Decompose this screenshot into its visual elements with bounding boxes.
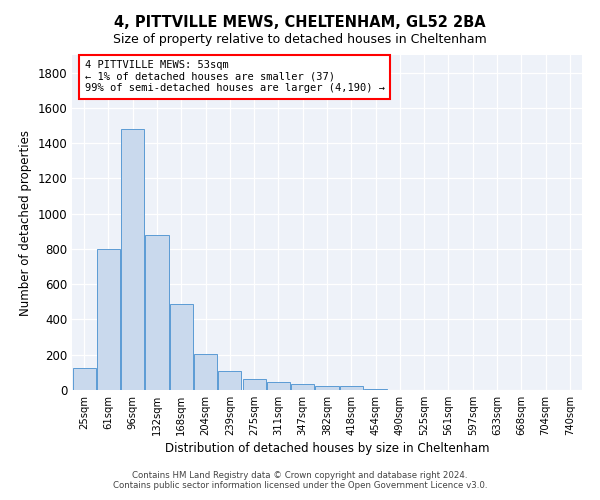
- Bar: [121, 129, 144, 390]
- Bar: [145, 235, 169, 390]
- X-axis label: Distribution of detached houses by size in Cheltenham: Distribution of detached houses by size …: [165, 442, 489, 455]
- Bar: [97, 249, 120, 390]
- Text: Size of property relative to detached houses in Cheltenham: Size of property relative to detached ho…: [113, 32, 487, 46]
- Bar: [194, 354, 217, 390]
- Bar: [218, 372, 241, 390]
- Bar: [291, 384, 314, 390]
- Y-axis label: Number of detached properties: Number of detached properties: [19, 130, 32, 316]
- Bar: [242, 378, 266, 390]
- Bar: [316, 386, 338, 390]
- Bar: [267, 382, 290, 390]
- Bar: [170, 304, 193, 390]
- Bar: [340, 386, 363, 390]
- Text: Contains HM Land Registry data © Crown copyright and database right 2024.
Contai: Contains HM Land Registry data © Crown c…: [113, 470, 487, 490]
- Text: 4 PITTVILLE MEWS: 53sqm
← 1% of detached houses are smaller (37)
99% of semi-det: 4 PITTVILLE MEWS: 53sqm ← 1% of detached…: [85, 60, 385, 94]
- Text: 4, PITTVILLE MEWS, CHELTENHAM, GL52 2BA: 4, PITTVILLE MEWS, CHELTENHAM, GL52 2BA: [114, 15, 486, 30]
- Bar: [364, 389, 387, 390]
- Bar: [73, 368, 95, 390]
